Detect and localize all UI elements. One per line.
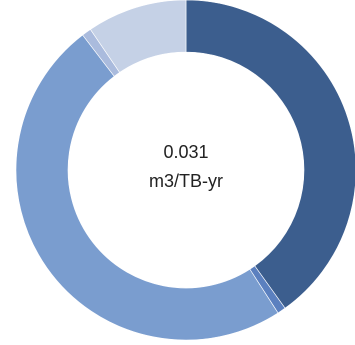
donut-slice-5 (90, 0, 187, 73)
donut-slice-1 (185, 0, 355, 309)
donut-slice-3 (15, 34, 279, 341)
